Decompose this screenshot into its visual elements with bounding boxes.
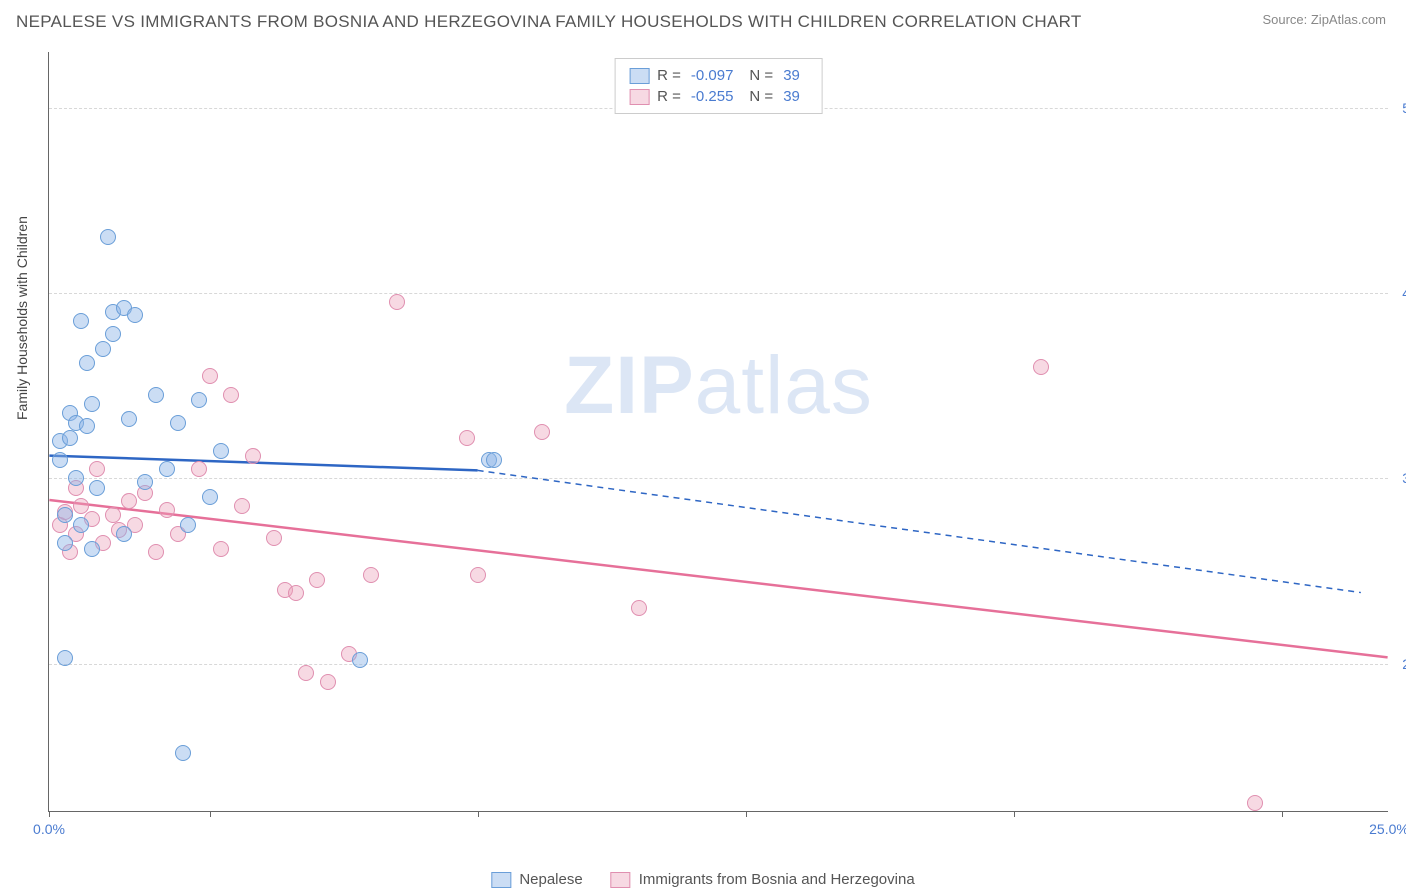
scatter-point (266, 530, 282, 546)
chart-title: NEPALESE VS IMMIGRANTS FROM BOSNIA AND H… (16, 12, 1082, 32)
scatter-point (459, 430, 475, 446)
series-legend: Nepalese Immigrants from Bosnia and Herz… (491, 871, 914, 888)
scatter-point (202, 368, 218, 384)
scatter-point (309, 572, 325, 588)
scatter-point (127, 307, 143, 323)
legend-row-nepalese: R = -0.097 N = 39 (629, 65, 808, 86)
scatter-point (234, 498, 250, 514)
swatch-nepalese-icon (491, 872, 511, 888)
x-tick-label: 25.0% (1369, 821, 1406, 837)
scatter-point (1247, 795, 1263, 811)
scatter-point (121, 411, 137, 427)
x-tick-label: 0.0% (33, 821, 65, 837)
scatter-point (191, 461, 207, 477)
scatter-point (175, 745, 191, 761)
scatter-point (389, 294, 405, 310)
scatter-point (84, 396, 100, 412)
scatter-point (148, 387, 164, 403)
scatter-point (68, 470, 84, 486)
y-tick-label: 40.0% (1402, 285, 1406, 301)
scatter-point (105, 326, 121, 342)
scatter-point (57, 507, 73, 523)
scatter-point (180, 517, 196, 533)
watermark: ZIPatlas (564, 339, 873, 433)
correlation-legend: R = -0.097 N = 39 R = -0.255 N = 39 (614, 58, 823, 114)
scatter-point (62, 430, 78, 446)
scatter-point (89, 480, 105, 496)
scatter-point (116, 526, 132, 542)
scatter-point (245, 448, 261, 464)
scatter-point (298, 665, 314, 681)
scatter-point (137, 474, 153, 490)
trend-lines (49, 52, 1388, 811)
scatter-point (57, 535, 73, 551)
scatter-point (73, 313, 89, 329)
scatter-point (1033, 359, 1049, 375)
swatch-bosnia-icon (629, 89, 649, 105)
scatter-point (52, 452, 68, 468)
chart-plot-area: ZIPatlas R = -0.097 N = 39 R = -0.255 N … (48, 52, 1388, 812)
scatter-point (159, 461, 175, 477)
legend-item-bosnia: Immigrants from Bosnia and Herzegovina (611, 871, 915, 888)
scatter-point (89, 461, 105, 477)
scatter-point (534, 424, 550, 440)
scatter-point (213, 443, 229, 459)
scatter-point (121, 493, 137, 509)
scatter-point (191, 392, 207, 408)
scatter-point (100, 229, 116, 245)
scatter-point (631, 600, 647, 616)
scatter-point (79, 355, 95, 371)
scatter-point (95, 341, 111, 357)
scatter-point (79, 418, 95, 434)
scatter-point (320, 674, 336, 690)
y-tick-label: 50.0% (1402, 100, 1406, 116)
scatter-point (213, 541, 229, 557)
scatter-point (363, 567, 379, 583)
scatter-point (84, 541, 100, 557)
scatter-point (57, 650, 73, 666)
chart-header: NEPALESE VS IMMIGRANTS FROM BOSNIA AND H… (0, 0, 1406, 40)
scatter-point (288, 585, 304, 601)
swatch-nepalese-icon (629, 68, 649, 84)
legend-item-nepalese: Nepalese (491, 871, 582, 888)
y-tick-label: 20.0% (1402, 656, 1406, 672)
y-tick-label: 30.0% (1402, 470, 1406, 486)
source-label: Source: ZipAtlas.com (1262, 12, 1386, 27)
scatter-point (148, 544, 164, 560)
y-axis-label: Family Households with Children (14, 216, 30, 420)
scatter-point (73, 517, 89, 533)
scatter-point (159, 502, 175, 518)
scatter-point (170, 415, 186, 431)
legend-row-bosnia: R = -0.255 N = 39 (629, 86, 808, 107)
scatter-point (105, 507, 121, 523)
scatter-point (470, 567, 486, 583)
scatter-point (202, 489, 218, 505)
scatter-point (223, 387, 239, 403)
scatter-point (352, 652, 368, 668)
scatter-point (486, 452, 502, 468)
swatch-bosnia-icon (611, 872, 631, 888)
